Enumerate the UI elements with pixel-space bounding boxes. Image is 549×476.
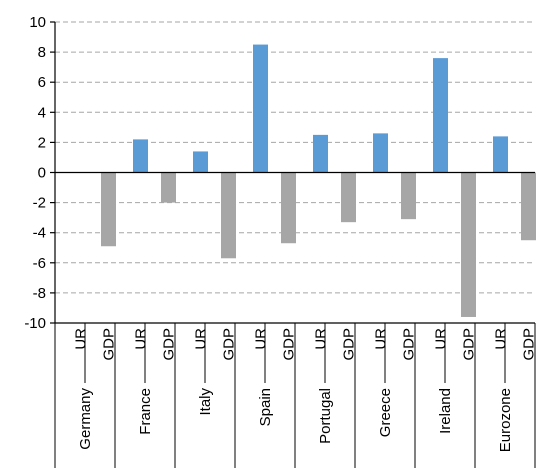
- bar-gdp-germany: [101, 172, 116, 247]
- x-category-label: Italy: [197, 388, 214, 416]
- bar-gdp-italy: [221, 172, 236, 259]
- y-tick-label: -8: [33, 285, 46, 302]
- x-category-labels: UR GDP Germany UR GDP France UR GDP Italy UR GDP Sp…: [73, 328, 538, 452]
- x-sub-label: GDP: [281, 328, 298, 361]
- bar-gdp-spain: [281, 172, 296, 244]
- x-sub-label: GDP: [461, 328, 478, 361]
- y-tick-label: 0: [38, 165, 46, 182]
- x-sub-label: UR: [433, 328, 450, 350]
- x-sub-label: UR: [73, 328, 90, 350]
- y-tick-label: 2: [38, 134, 46, 151]
- bar-gdp-greece: [401, 172, 416, 220]
- bar-ur-portugal: [313, 134, 328, 173]
- x-sub-label: GDP: [521, 328, 538, 361]
- bar-gdp-ireland: [461, 172, 476, 317]
- x-category-label: Ireland: [437, 388, 454, 434]
- x-sub-label: GDP: [101, 328, 118, 361]
- axes: [50, 21, 536, 468]
- x-category-label: Germany: [77, 388, 94, 450]
- y-tick-label: 8: [38, 44, 46, 61]
- x-sub-label: GDP: [341, 328, 358, 361]
- bars: [101, 44, 536, 317]
- x-sub-label: UR: [193, 328, 210, 350]
- y-tick-label: 4: [38, 104, 46, 121]
- x-sub-label: GDP: [221, 328, 238, 361]
- y-tick-label: -10: [24, 315, 46, 332]
- x-category-label: Spain: [257, 388, 274, 426]
- x-sub-label: GDP: [401, 328, 418, 361]
- x-sub-label: UR: [253, 328, 270, 350]
- x-sub-label: UR: [493, 328, 510, 350]
- x-category-label: France: [137, 388, 154, 435]
- x-category-label: Eurozone: [497, 388, 514, 452]
- bar-ur-greece: [373, 133, 388, 173]
- y-tick-label: -4: [33, 225, 46, 242]
- bar-ur-ireland: [433, 58, 448, 173]
- bar-ur-eurozone: [493, 136, 508, 173]
- y-tick-label: -2: [33, 195, 46, 212]
- x-sub-label: UR: [133, 328, 150, 350]
- y-tick-labels: 10 8 6 4 2 0 -2 -4 -6 -8 -10: [24, 14, 46, 332]
- y-tick-label: 6: [38, 74, 46, 91]
- bar-gdp-eurozone: [521, 172, 536, 241]
- y-tick-label: 10: [29, 14, 46, 31]
- bar-ur-italy: [193, 151, 208, 173]
- y-tick-label: -6: [33, 255, 46, 272]
- x-category-label: Portugal: [317, 388, 334, 444]
- bar-gdp-france: [161, 172, 176, 203]
- bar-ur-spain: [253, 44, 268, 173]
- x-category-label: Greece: [377, 388, 394, 437]
- x-sub-label: UR: [313, 328, 330, 350]
- x-sub-label: UR: [373, 328, 390, 350]
- bar-ur-france: [133, 139, 148, 173]
- x-sub-label: GDP: [161, 328, 178, 361]
- bar-gdp-portugal: [341, 172, 356, 223]
